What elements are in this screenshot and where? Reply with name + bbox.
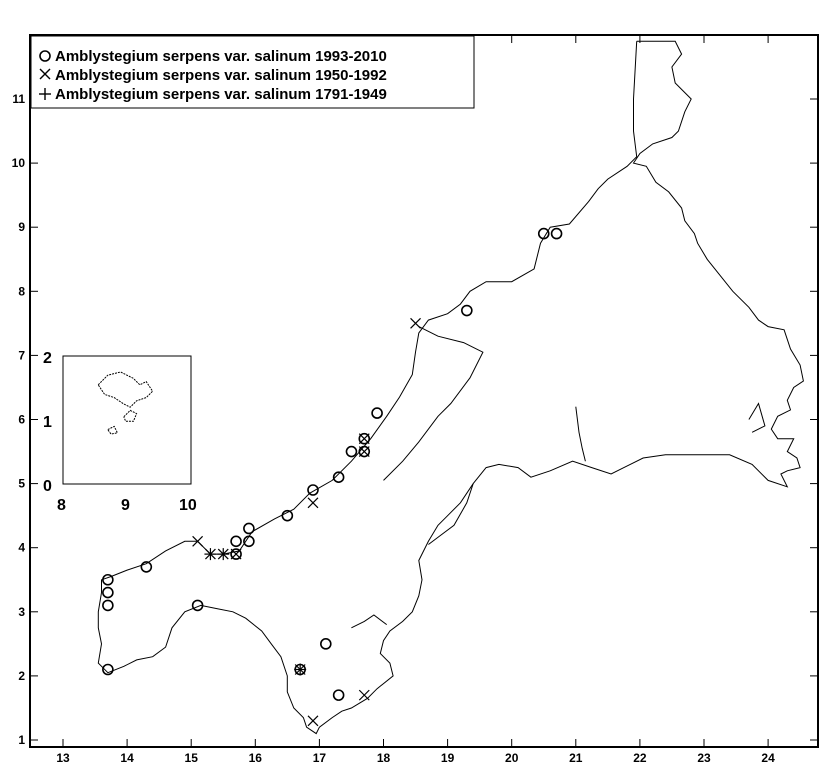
record-circle-marker (345, 445, 358, 458)
y-tick-label: 7 (18, 348, 25, 362)
inset-x-tick-9: 9 (121, 497, 130, 514)
legend-label-1791-1949: Amblystegium serpens var. salinum 1791-1… (55, 86, 387, 103)
x-tick-label: 18 (377, 751, 391, 765)
inset-island-path (107, 425, 119, 435)
inset-island-path (97, 371, 154, 408)
inset-map: 2 1 0 8 9 10 (43, 350, 197, 514)
y-tick-label: 5 (18, 477, 25, 491)
plot-frame (29, 34, 819, 748)
legend-label-1993-2010: Amblystegium serpens var. salinum 1993-2… (55, 48, 387, 65)
record-plus-marker (217, 548, 230, 561)
record-circle-marker (358, 432, 371, 445)
record-circle-marker (537, 227, 550, 240)
estuary-path (575, 406, 586, 462)
record-circle-marker (550, 227, 563, 240)
record-circle-marker (332, 471, 345, 483)
x-tick-label: 13 (56, 751, 70, 765)
record-circle-marker (191, 599, 204, 612)
record-circle-marker (281, 509, 294, 522)
inset-x-tick-8: 8 (57, 497, 66, 514)
y-tick-label: 8 (18, 284, 25, 298)
record-x-marker (230, 548, 242, 560)
inset-y-tick-2: 2 (43, 350, 52, 367)
record-circle-marker (320, 638, 332, 650)
record-x-marker (358, 446, 370, 457)
x-tick-label: 14 (120, 751, 134, 765)
record-x-marker (358, 433, 370, 445)
record-circle-marker (332, 689, 345, 701)
record-circle-marker (102, 586, 114, 599)
coastline-path (97, 40, 804, 735)
x-tick-label: 17 (313, 751, 327, 765)
record-circle-marker (102, 663, 114, 676)
x-tick-label: 23 (697, 751, 711, 765)
record-x-marker (358, 689, 370, 701)
y-tick-label: 9 (18, 220, 25, 234)
record-markers (102, 227, 563, 727)
estuary-path (383, 326, 484, 481)
inset-islands (97, 371, 154, 435)
record-x-marker (410, 317, 421, 329)
x-tick-label: 15 (185, 751, 199, 765)
record-circle-marker (243, 522, 255, 535)
legend-x-symbol (39, 68, 51, 80)
y-tick-label: 2 (18, 669, 25, 683)
y-tick-label: 4 (18, 541, 25, 555)
x-tick-label: 21 (569, 751, 583, 765)
record-plus-marker (294, 663, 307, 676)
record-plus-marker (204, 548, 217, 561)
record-circle-marker (140, 561, 153, 573)
record-circle-marker (371, 407, 383, 419)
x-tick-label: 19 (441, 751, 455, 765)
y-tick-label: 10 (12, 156, 26, 170)
inset-x-tick-10: 10 (179, 497, 197, 514)
record-x-marker (307, 715, 319, 727)
record-circle-marker (230, 548, 242, 560)
y-tick-label: 3 (18, 605, 25, 619)
estuaries (351, 326, 766, 629)
coastline (97, 40, 804, 735)
inset-frame (62, 355, 192, 485)
inset-y-tick-0: 0 (43, 478, 52, 495)
record-x-marker (192, 535, 204, 547)
inset-island-path (123, 409, 138, 422)
legend-label-1950-1992: Amblystegium serpens var. salinum 1950-1… (55, 67, 387, 84)
x-tick-label: 16 (249, 751, 263, 765)
record-circle-marker (461, 304, 473, 317)
record-circle-marker (307, 484, 319, 496)
record-x-marker (307, 497, 319, 509)
x-tick-label: 24 (761, 751, 775, 765)
inset-y-tick-1: 1 (43, 414, 52, 431)
estuary-path (748, 402, 766, 433)
x-tick-label: 20 (505, 751, 519, 765)
record-circle-marker (358, 445, 371, 458)
legend-circle-symbol (39, 50, 51, 62)
record-circle-marker (102, 573, 114, 586)
estuary-path (351, 614, 388, 629)
y-tick-label: 6 (18, 413, 25, 427)
record-circle-marker (230, 535, 242, 548)
y-tick-label: 1 (18, 733, 25, 747)
record-circle-marker (102, 599, 114, 612)
legend-box (30, 35, 475, 109)
legend: Amblystegium serpens var. salinum 1993-2… (30, 35, 475, 109)
x-tick-label: 22 (633, 751, 647, 765)
estuary-path (428, 483, 474, 545)
legend-plus-symbol (39, 88, 51, 100)
y-tick-label: 11 (12, 92, 25, 106)
record-circle-marker (243, 535, 255, 548)
